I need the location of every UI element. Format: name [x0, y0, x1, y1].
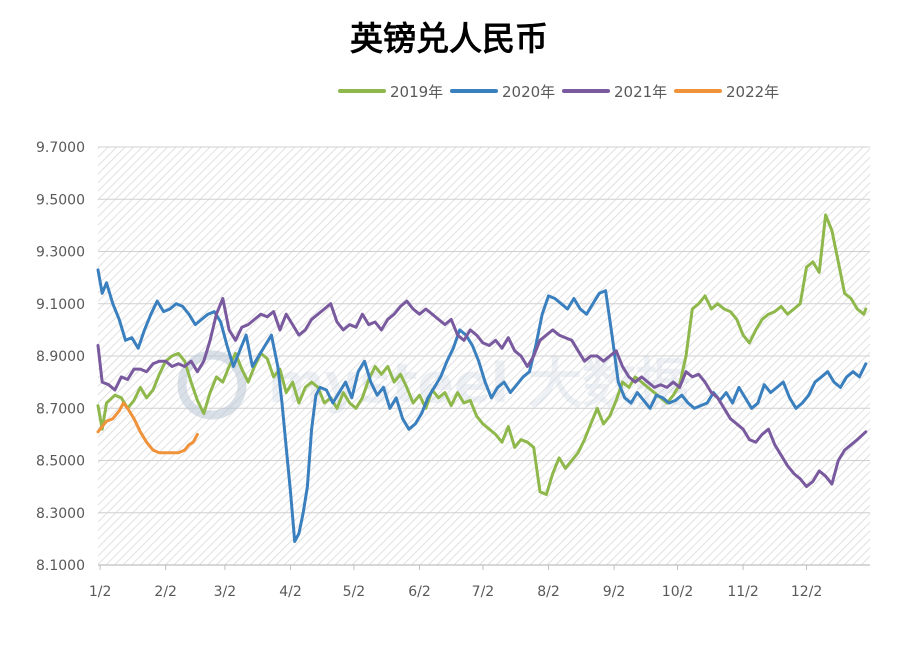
x-tick-label: 5/2	[343, 584, 366, 600]
y-tick-label: 8.5000	[36, 454, 85, 470]
x-tick-label: 11/2	[727, 584, 758, 600]
y-axis: 9.7000 9.5000 9.3000 9.1000 8.9000 8.7000 8.50…	[36, 140, 85, 574]
x-tick-label: 12/2	[791, 584, 822, 600]
chart-title: 英镑兑人民币	[350, 19, 548, 58]
x-tick-label: 9/2	[603, 584, 626, 600]
series-line-3	[96, 297, 868, 489]
y-tick-label: 9.7000	[36, 140, 85, 156]
y-tick-label: 8.7000	[36, 401, 85, 417]
legend-label: 2020年	[502, 83, 555, 101]
y-tick-label: 9.1000	[36, 297, 85, 313]
legend-label: 2019年	[390, 83, 443, 101]
legend-item: 2020年	[450, 83, 555, 101]
x-tick-label: 3/2	[214, 584, 237, 600]
y-tick-label: 8.1000	[36, 558, 85, 574]
x-tick-label: 1/2	[89, 584, 112, 600]
series-line-4	[96, 401, 199, 455]
legend-item: 2019年	[338, 83, 443, 101]
legend-item: 2021年	[562, 83, 667, 101]
x-axis: 1/2 2/2 3/2 4/2 5/2 6/2 7/2 8/2 9/2 10/2 11/2 12/2	[89, 565, 822, 600]
x-tick-label: 2/2	[154, 584, 177, 600]
legend-label: 2021年	[614, 83, 667, 101]
y-tick-label: 9.3000	[36, 245, 85, 261]
series-line-2	[96, 268, 868, 543]
y-tick-label: 9.5000	[36, 192, 85, 208]
x-tick-label: 6/2	[408, 584, 431, 600]
y-tick-label: 8.3000	[36, 506, 85, 522]
y-tick-label: 8.9000	[36, 349, 85, 365]
x-tick-label: 8/2	[537, 584, 560, 600]
watermark-logo	[177, 350, 247, 420]
legend-item: 2022年	[674, 83, 779, 101]
x-tick-label: 7/2	[472, 584, 495, 600]
x-tick-label: 4/2	[279, 584, 302, 600]
legend-label: 2022年	[726, 83, 779, 101]
series-line-1	[96, 213, 868, 496]
series-layer	[96, 213, 868, 543]
x-tick-label: 10/2	[662, 584, 693, 600]
legend: 2019年 2020年 2021年 2022年	[338, 83, 779, 101]
